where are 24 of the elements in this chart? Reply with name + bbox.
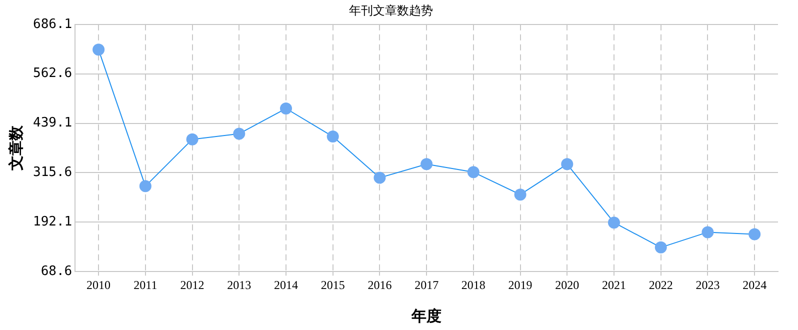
x-tick-label: 2019: [508, 278, 532, 292]
x-tick-label: 2023: [696, 278, 720, 292]
y-tick-label: 562.6: [32, 66, 72, 82]
x-tick-label: 2024: [742, 278, 767, 292]
x-tick-label: 2013: [227, 278, 252, 292]
x-tick-label: 2018: [461, 278, 486, 292]
x-tick-label: 2011: [134, 278, 158, 292]
x-tick-label: 2016: [368, 278, 392, 292]
x-tick-label: 2012: [180, 278, 204, 292]
x-tick-label: 2022: [648, 278, 673, 292]
y-tick-label: 439.1: [32, 116, 72, 131]
chart-title: 年刊文章数趋势: [349, 3, 433, 18]
y-axis-title: 文章数: [6, 124, 25, 172]
y-tick-label: 686.1: [32, 16, 72, 32]
x-tick-label: 2020: [555, 278, 580, 292]
y-tick-label: 192.1: [32, 214, 72, 230]
x-axis-title: 年度: [410, 306, 442, 325]
y-tick-label: 68.6: [40, 264, 72, 279]
x-tick-label: 2015: [320, 278, 345, 292]
y-tick-label: 315.6: [32, 165, 72, 180]
x-tick-label: 2021: [602, 278, 626, 292]
x-tick-label: 2014: [274, 278, 298, 292]
x-tick-label: 2010: [86, 278, 111, 292]
x-tick-label: 2017: [414, 278, 439, 292]
